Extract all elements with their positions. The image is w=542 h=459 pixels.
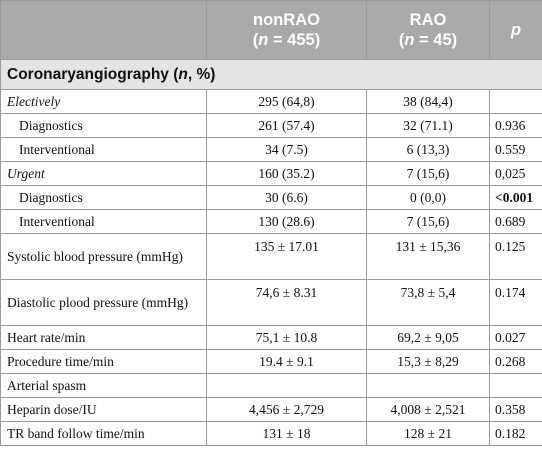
row-p: 0.174 (489, 279, 542, 326)
row-rao: 6 (13,3) (366, 137, 490, 162)
header-nonrao-n-prefix: ( (252, 31, 259, 49)
header-rao: RAO (n = 45) (366, 0, 490, 60)
table-row: Electively 295 (64,8) 38 (84,4) (0, 89, 542, 114)
header-empty-cell (0, 0, 207, 60)
row-p: 0.268 (489, 349, 542, 374)
row-label: Heparin dose/IU (0, 397, 207, 422)
row-rao: 32 (71.1) (366, 113, 490, 138)
row-p (489, 373, 542, 398)
row-p: 0.689 (489, 209, 542, 234)
row-nonrao: 261 (57.4) (206, 113, 367, 138)
row-p: 0.936 (489, 113, 542, 138)
header-nonrao-n-value: = 455) (268, 31, 321, 49)
row-rao: 4,008 ± 2,521 (366, 397, 490, 422)
table-row: Heparin dose/IU 4,456 ± 2,729 4,008 ± 2,… (0, 397, 542, 422)
row-p: 0,025 (489, 161, 542, 186)
row-nonrao: 30 (6.6) (206, 185, 367, 210)
header-nonrao-n-letter: n (258, 31, 269, 49)
row-rao: 38 (84,4) (366, 89, 490, 114)
row-p: 0.358 (489, 397, 542, 422)
header-rao-n-letter: n (404, 31, 415, 49)
table-row: Heart rate/min 75,1 ± 10.8 69,2 ± 9,05 0… (0, 325, 542, 350)
row-label: Interventional (0, 209, 207, 234)
header-p: p (489, 0, 542, 60)
row-rao: 7 (15,6) (366, 209, 490, 234)
table-row: Interventional 130 (28.6) 7 (15,6) 0.689 (0, 209, 542, 234)
row-nonrao: 131 ± 18 (206, 421, 367, 446)
row-label: TR band follow time/min (0, 421, 207, 446)
header-rao-n-prefix: ( (398, 31, 405, 49)
header-nonrao: nonRAO (n = 455) (206, 0, 367, 60)
section-row: Coronaryangiography (n, %) (0, 59, 542, 90)
row-nonrao: 135 ± 17.01 (206, 233, 367, 280)
table-row: Arterial spasm (0, 373, 542, 398)
header-rao-label: RAO (409, 11, 447, 29)
row-nonrao: 160 (35.2) (206, 161, 367, 186)
header-rao-n-value: = 45) (414, 31, 458, 49)
row-label: Arterial spasm (0, 373, 207, 398)
row-label: Urgent (0, 161, 207, 186)
row-p: <0.001 (489, 185, 542, 210)
row-label: Diastolic plood pressure (mmHg) (0, 279, 207, 326)
table-row: Diagnostics 261 (57.4) 32 (71.1) 0.936 (0, 113, 542, 138)
row-rao: 69,2 ± 9,05 (366, 325, 490, 350)
row-rao: 73,8 ± 5,4 (366, 279, 490, 326)
row-p (489, 89, 542, 114)
row-label: Procedure time/min (0, 349, 207, 374)
section-n-letter: n (178, 65, 188, 83)
header-nonrao-label: nonRAO (253, 11, 320, 29)
row-nonrao: 74,6 ± 8.31 (206, 279, 367, 326)
row-label: Diagnostics (0, 185, 207, 210)
row-nonrao: 19.4 ± 9.1 (206, 349, 367, 374)
row-nonrao: 295 (64,8) (206, 89, 367, 114)
row-label: Systolic blood pressure (mmHg) (0, 233, 207, 280)
table-row: Urgent 160 (35.2) 7 (15,6) 0,025 (0, 161, 542, 186)
table-row: Interventional 34 (7.5) 6 (13,3) 0.559 (0, 137, 542, 162)
row-nonrao: 75,1 ± 10.8 (206, 325, 367, 350)
row-p: 0.027 (489, 325, 542, 350)
table-row: TR band follow time/min 131 ± 18 128 ± 2… (0, 421, 542, 446)
row-label: Diagnostics (0, 113, 207, 138)
section-suffix: , %) (187, 65, 216, 83)
row-rao: 128 ± 21 (366, 421, 490, 446)
row-rao: 131 ± 15,36 (366, 233, 490, 280)
row-p: 0.182 (489, 421, 542, 446)
row-label: Interventional (0, 137, 207, 162)
row-label: Electively (0, 89, 207, 114)
table-row: Procedure time/min 19.4 ± 9.1 15,3 ± 8,2… (0, 349, 542, 374)
row-nonrao: 34 (7.5) (206, 137, 367, 162)
row-nonrao: 4,456 ± 2,729 (206, 397, 367, 422)
comparison-table: nonRAO (n = 455) RAO (n = 45) p Coronary… (0, 0, 542, 446)
section-title: Coronaryangiography (n, %) (0, 59, 542, 90)
row-rao (366, 373, 490, 398)
table-row: Diastolic plood pressure (mmHg) 74,6 ± 8… (0, 279, 542, 326)
row-rao: 0 (0,0) (366, 185, 490, 210)
row-p: 0.559 (489, 137, 542, 162)
header-row: nonRAO (n = 455) RAO (n = 45) p (0, 0, 542, 60)
section-title-text: Coronaryangiography ( (7, 65, 179, 83)
row-label: Heart rate/min (0, 325, 207, 350)
row-nonrao (206, 373, 367, 398)
table-row: Diagnostics 30 (6.6) 0 (0,0) <0.001 (0, 185, 542, 210)
row-p: 0.125 (489, 233, 542, 280)
row-rao: 15,3 ± 8,29 (366, 349, 490, 374)
table-row: Systolic blood pressure (mmHg) 135 ± 17.… (0, 233, 542, 280)
row-rao: 7 (15,6) (366, 161, 490, 186)
row-nonrao: 130 (28.6) (206, 209, 367, 234)
